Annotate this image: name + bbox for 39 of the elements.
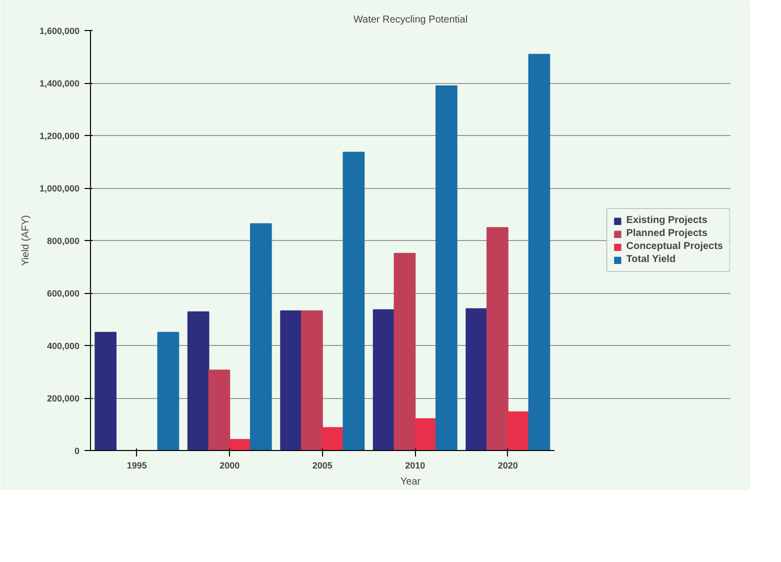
- y-tick-label: 1,200,000: [39, 131, 80, 141]
- x-tick-label: 2005: [312, 460, 332, 470]
- x-tick-label: 2010: [405, 460, 426, 470]
- bar: [528, 54, 550, 450]
- y-tick-label: 1,600,000: [39, 26, 80, 36]
- bar: [94, 332, 117, 450]
- bar: [372, 309, 395, 450]
- bar: [466, 308, 488, 450]
- y-tick-label: 800,000: [46, 236, 80, 246]
- bar: [157, 332, 180, 450]
- bar: [208, 370, 230, 450]
- bar: [229, 438, 251, 450]
- y-tick-label: 1,000,000: [39, 184, 80, 194]
- bar: [280, 310, 302, 450]
- chart-title: Water Recycling Potential: [353, 14, 468, 26]
- bar: [436, 85, 458, 450]
- legend-label: Planned Projects: [626, 228, 708, 239]
- bar: [342, 152, 365, 450]
- y-tick-label: 1,400,000: [39, 78, 80, 88]
- y-tick-label: 0: [74, 446, 80, 456]
- x-axis-title: Year: [400, 476, 422, 488]
- legend-label: Existing Projects: [626, 215, 708, 226]
- y-tick-label: 200,000: [46, 394, 80, 404]
- x-tick-label: 2000: [220, 460, 240, 470]
- y-tick-label: 600,000: [46, 288, 80, 298]
- x-tick-label: 1995: [126, 460, 147, 470]
- bar: [250, 223, 272, 450]
- bar: [322, 427, 344, 450]
- bar: [187, 311, 210, 450]
- y-axis-title: Yield (AFY): [20, 215, 32, 266]
- bar: [301, 310, 323, 450]
- bar: [507, 411, 530, 450]
- bar: [394, 252, 416, 450]
- bar: [414, 418, 437, 450]
- x-tick-label: 2020: [498, 460, 518, 470]
- legend-label: Conceptual Projects: [626, 241, 723, 252]
- y-tick-label: 400,000: [46, 341, 80, 351]
- bar: [486, 227, 508, 450]
- legend-label: Total Yield: [626, 254, 676, 265]
